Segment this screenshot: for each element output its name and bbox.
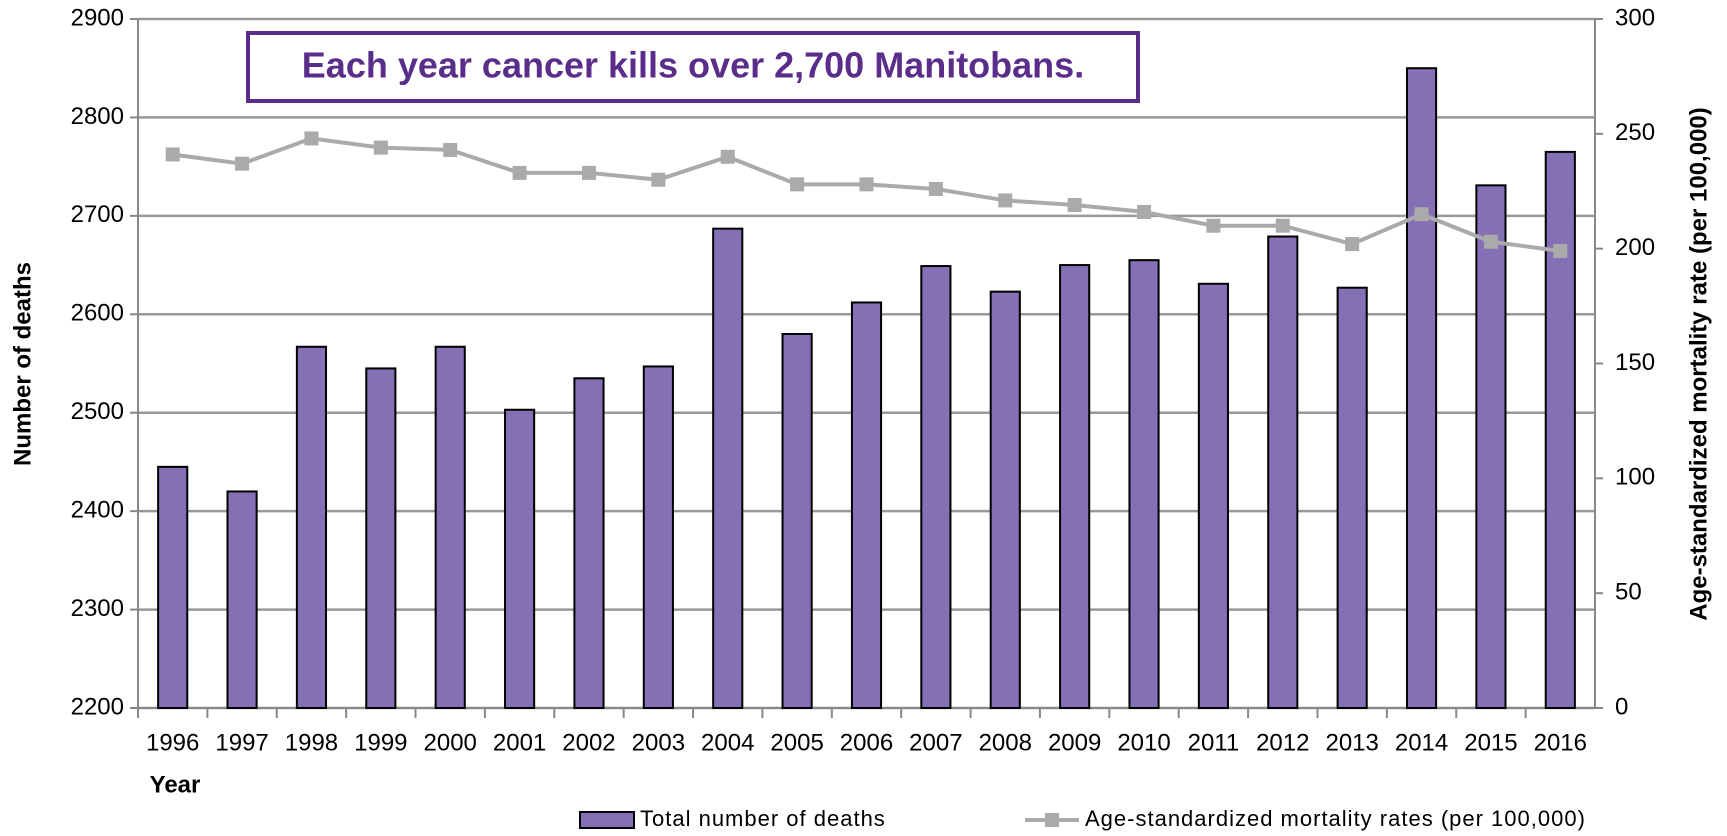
bar xyxy=(850,301,883,709)
line-marker xyxy=(512,165,527,180)
x-tick-label: 1999 xyxy=(354,729,407,756)
y2-axis-label: Age-standardized mortality rate (per 100… xyxy=(1685,107,1712,621)
y-tick-label: 2500 xyxy=(71,398,124,425)
line-marker xyxy=(1067,198,1082,213)
bar xyxy=(573,377,605,709)
line-marker xyxy=(859,177,874,192)
y2-tick-label: 300 xyxy=(1615,4,1655,31)
x-tick-label: 2014 xyxy=(1395,729,1448,756)
x-tick-label: 2002 xyxy=(562,729,615,756)
y2-tick-label: 50 xyxy=(1615,579,1642,606)
bar xyxy=(920,265,952,709)
line-marker xyxy=(790,177,805,192)
line-marker xyxy=(1553,243,1568,258)
line-marker xyxy=(235,156,250,171)
bar xyxy=(1059,264,1091,709)
x-tick-label: 2009 xyxy=(1048,729,1101,756)
x-tick-label: 2011 xyxy=(1188,729,1240,756)
line-marker xyxy=(304,131,319,146)
bar xyxy=(1475,184,1507,709)
line-marker xyxy=(720,149,735,164)
legend-label: Total number of deaths xyxy=(640,806,886,831)
bar xyxy=(1197,282,1229,709)
y-tick-label: 2400 xyxy=(71,496,124,523)
x-tick-label: 2000 xyxy=(424,729,477,756)
line-marker xyxy=(165,147,180,162)
line-marker xyxy=(1206,218,1221,233)
x-tick-label: 2008 xyxy=(979,729,1032,756)
y2-tick-label: 200 xyxy=(1615,234,1655,261)
x-tick-label: 2005 xyxy=(770,729,823,756)
x-tick-label: 1998 xyxy=(285,729,338,756)
y-axis-label: Number of deaths xyxy=(9,262,36,466)
line-marker xyxy=(998,193,1013,208)
line xyxy=(172,136,1561,253)
y2-tick-label: 0 xyxy=(1615,693,1628,720)
bar xyxy=(1336,286,1368,709)
bar xyxy=(434,345,466,709)
bar xyxy=(989,290,1021,709)
line-marker xyxy=(1483,234,1498,249)
legend-swatch xyxy=(1045,813,1059,827)
bar xyxy=(295,345,328,709)
y2-tick-label: 100 xyxy=(1615,464,1655,491)
x-tick-label: 2013 xyxy=(1325,729,1378,756)
line-marker xyxy=(1345,237,1360,252)
bar xyxy=(1267,235,1299,710)
x-tick-label: 2001 xyxy=(493,729,546,756)
line-marker xyxy=(651,172,666,187)
y-tick-label: 2900 xyxy=(71,4,124,31)
legend-swatch xyxy=(579,811,635,829)
y-tick-label: 2700 xyxy=(71,201,124,228)
bar xyxy=(1128,259,1160,709)
y2-tick-label: 150 xyxy=(1615,349,1655,376)
x-tick-label: 2010 xyxy=(1117,729,1170,756)
x-tick-label: 2007 xyxy=(909,729,962,756)
bar xyxy=(226,490,258,710)
y-tick-label: 2800 xyxy=(71,103,124,130)
line-marker xyxy=(1137,204,1152,219)
x-tick-label: 1997 xyxy=(215,729,268,756)
x-axis-label: Year xyxy=(150,771,201,798)
x-tick-label: 2016 xyxy=(1534,729,1587,756)
x-tick-label: 2006 xyxy=(840,729,893,756)
bar xyxy=(781,332,813,709)
x-tick-label: 2015 xyxy=(1464,729,1517,756)
annotation: Each year cancer kills over 2,700 Manito… xyxy=(302,45,1084,86)
bar xyxy=(365,367,397,709)
line-marker xyxy=(373,140,388,155)
y-tick-label: 2200 xyxy=(71,693,124,720)
legend-label: Age-standardized mortality rates (per 10… xyxy=(1085,806,1586,831)
bar xyxy=(1405,67,1438,709)
annotation-box xyxy=(246,31,1140,103)
x-tick-label: 1996 xyxy=(146,729,199,756)
bar xyxy=(504,408,536,709)
x-tick-label: 2004 xyxy=(701,729,754,756)
y-tick-label: 2600 xyxy=(71,300,124,327)
line-marker xyxy=(928,181,943,196)
line-marker xyxy=(581,165,596,180)
x-tick-label: 2012 xyxy=(1256,729,1309,756)
x-tick-label: 2003 xyxy=(632,729,685,756)
line-marker xyxy=(1414,207,1429,222)
y-tick-label: 2300 xyxy=(71,595,124,622)
y2-tick-label: 250 xyxy=(1615,119,1655,146)
bar xyxy=(157,465,189,709)
bar xyxy=(712,227,744,709)
bar xyxy=(1544,150,1576,709)
line-marker xyxy=(1275,218,1290,233)
bar xyxy=(642,365,674,709)
line-marker xyxy=(443,142,458,157)
